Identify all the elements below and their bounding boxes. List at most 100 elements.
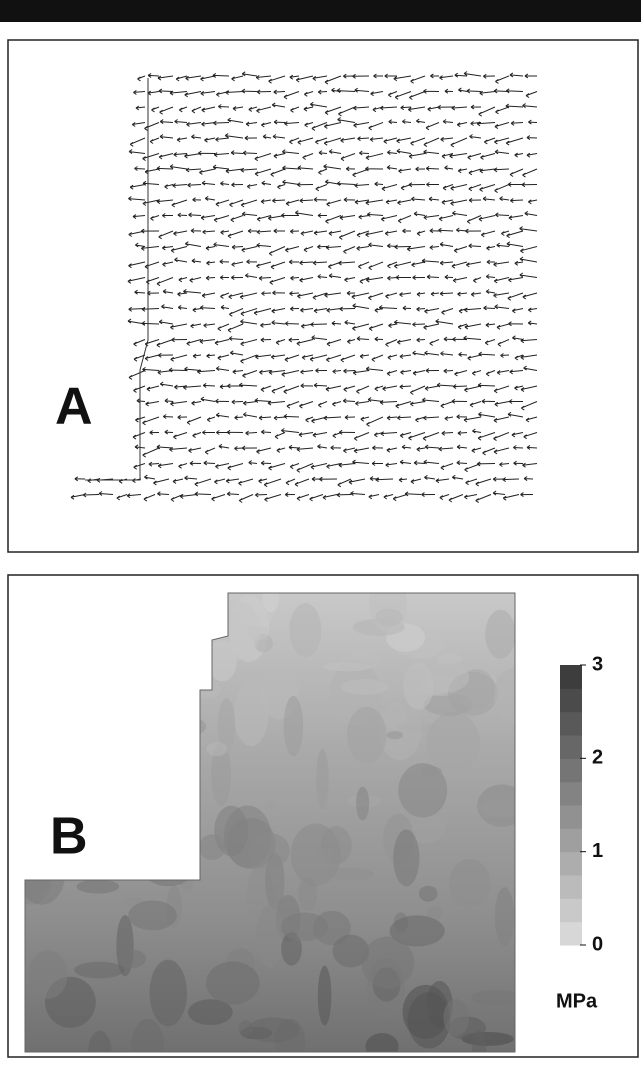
vector-arrow xyxy=(464,385,482,393)
map-patch xyxy=(248,832,290,869)
vector-arrow xyxy=(386,370,398,377)
vector-arrow xyxy=(422,397,440,403)
vector-arrow xyxy=(402,305,412,311)
vector-arrow xyxy=(406,246,426,252)
vector-arrow xyxy=(142,416,160,426)
vector-arrow xyxy=(323,137,342,146)
vector-arrow xyxy=(494,149,510,155)
vector-arrow xyxy=(495,106,510,115)
vector-arrow xyxy=(258,415,272,421)
map-patch xyxy=(28,950,68,999)
vector-arrow xyxy=(450,199,468,206)
vector-arrow xyxy=(444,88,454,94)
vector-arrow xyxy=(173,432,188,440)
vector-arrow xyxy=(358,261,370,270)
vector-arrow xyxy=(399,354,412,359)
vector-arrow xyxy=(410,137,426,146)
vector-arrow xyxy=(457,430,468,436)
vector-arrow xyxy=(438,227,454,233)
map-patch xyxy=(156,780,187,826)
vector-arrow xyxy=(261,180,272,186)
vector-arrow xyxy=(137,75,146,82)
vector-arrow xyxy=(410,385,426,395)
vector-arrow xyxy=(368,494,380,500)
vector-arrow xyxy=(324,75,342,85)
vector-arrow xyxy=(246,259,258,265)
vector-arrow xyxy=(159,119,174,125)
vector-arrow xyxy=(215,398,230,404)
vector-arrow xyxy=(525,91,538,99)
vector-arrow xyxy=(256,261,272,269)
vector-arrow xyxy=(480,153,496,160)
vector-arrow xyxy=(142,199,160,206)
map-patch xyxy=(157,715,206,739)
map-patch xyxy=(341,652,382,670)
vector-arrow xyxy=(82,492,100,498)
vector-arrow xyxy=(525,416,538,423)
vector-arrow xyxy=(300,230,314,236)
vector-arrow xyxy=(277,184,286,190)
vector-arrow xyxy=(298,432,314,438)
vector-arrow xyxy=(443,368,454,374)
vector-arrow xyxy=(200,215,216,221)
vector-arrow xyxy=(128,261,146,269)
vector-arrow xyxy=(312,75,328,81)
map-patch xyxy=(165,800,181,868)
vector-arrow xyxy=(241,88,258,94)
vector-arrow xyxy=(499,462,510,467)
vector-arrow xyxy=(202,430,215,435)
vector-arrow xyxy=(232,369,244,375)
map-patch xyxy=(265,799,278,818)
vector-arrow xyxy=(470,104,482,110)
vector-arrow xyxy=(144,354,160,361)
vector-arrow xyxy=(411,261,426,268)
vector-arrow xyxy=(255,354,272,360)
map-patch xyxy=(421,766,442,777)
vector-arrow xyxy=(410,75,426,84)
vector-arrow xyxy=(186,339,202,346)
vector-arrow xyxy=(177,304,188,310)
vector-arrow xyxy=(467,153,482,160)
map-patch xyxy=(74,961,125,979)
vector-arrow xyxy=(258,275,272,281)
vector-arrow xyxy=(442,184,454,191)
vector-arrow xyxy=(424,308,440,314)
vector-arrow xyxy=(190,228,202,234)
vector-arrow xyxy=(150,215,160,221)
vector-arrow xyxy=(175,75,188,82)
vector-arrow xyxy=(494,184,510,194)
vector-arrow xyxy=(368,122,384,131)
vector-arrow xyxy=(456,227,468,233)
vector-arrow xyxy=(476,461,496,467)
vector-arrow xyxy=(260,322,272,328)
vector-arrow xyxy=(142,180,160,186)
map-patch xyxy=(126,678,164,719)
vector-arrow xyxy=(493,385,510,394)
vector-arrow xyxy=(311,335,328,341)
vector-arrow xyxy=(324,292,342,298)
vector-arrow xyxy=(404,491,422,497)
map-patch xyxy=(144,596,187,635)
vector-arrow xyxy=(475,478,492,487)
vector-arrow xyxy=(144,122,160,131)
vector-arrow xyxy=(507,411,524,418)
vector-arrow xyxy=(323,163,342,170)
vector-arrow xyxy=(386,164,398,170)
vector-arrow xyxy=(135,242,146,248)
vector-arrow xyxy=(228,292,244,300)
vector-arrow xyxy=(413,211,426,217)
vector-arrow xyxy=(464,494,478,500)
vector-arrow xyxy=(451,398,468,404)
vector-arrow xyxy=(494,122,510,130)
vector-arrow xyxy=(157,463,174,469)
vector-arrow xyxy=(116,494,128,501)
vector-arrow xyxy=(255,492,268,498)
vector-arrow xyxy=(387,149,398,155)
vector-arrow xyxy=(454,72,468,78)
vector-arrow xyxy=(509,72,524,78)
vector-arrow xyxy=(501,230,510,236)
vector-arrow xyxy=(394,244,412,250)
vector-arrow xyxy=(126,493,142,499)
vector-arrow xyxy=(203,460,216,466)
vector-arrow xyxy=(444,416,454,421)
